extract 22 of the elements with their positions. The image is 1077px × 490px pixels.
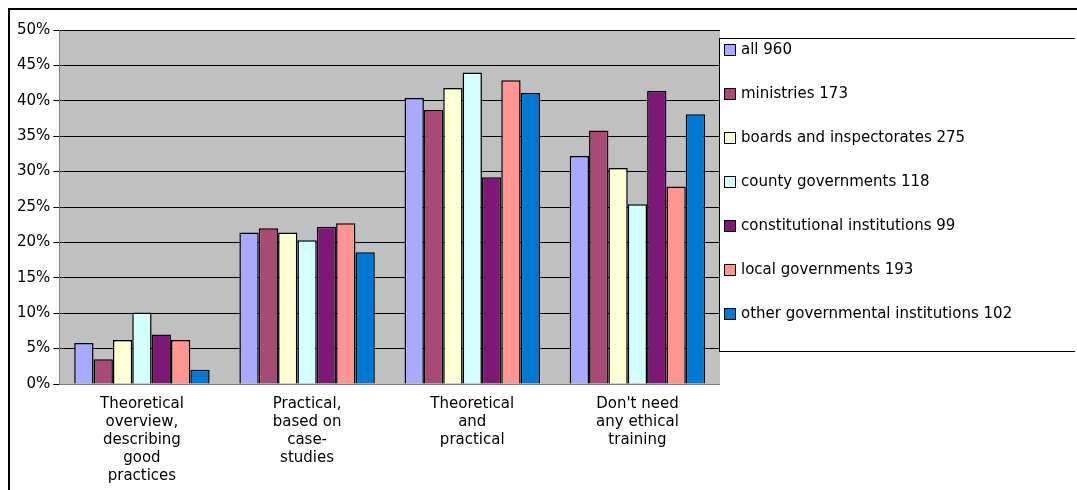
y-tick-label: 15% <box>17 267 51 286</box>
x-tick-label: Don't need any ethical training <box>596 393 679 448</box>
legend-label: local governments 193 <box>741 260 914 278</box>
x-tick-label: Theoretical overview, describing good practices <box>99 393 184 484</box>
legend-label: other governmental institutions 102 <box>741 304 1013 322</box>
legend-label: constitutional institutions 99 <box>741 216 956 234</box>
legend-label: county governments 118 <box>741 172 930 190</box>
y-tick-label: 30% <box>17 161 51 180</box>
y-tick-label: 10% <box>17 303 51 322</box>
y-tick-label: 45% <box>17 55 51 74</box>
y-tick-label: 25% <box>17 196 51 215</box>
y-tick-label: 20% <box>17 232 51 251</box>
legend-label: all 960 <box>741 40 792 58</box>
x-tick-label: Theoretical and practical <box>429 393 515 448</box>
y-tick-label: 50% <box>17 19 51 38</box>
legend-label: boards and inspectorates 275 <box>741 128 966 146</box>
y-tick-label: 35% <box>17 126 51 145</box>
legend-label: ministries 173 <box>741 84 848 102</box>
y-tick-label: 0% <box>26 373 51 392</box>
y-tick-label: 5% <box>26 338 51 357</box>
x-tick-label: Practical, based on case-studies <box>272 393 342 466</box>
y-tick-label: 40% <box>17 90 51 109</box>
